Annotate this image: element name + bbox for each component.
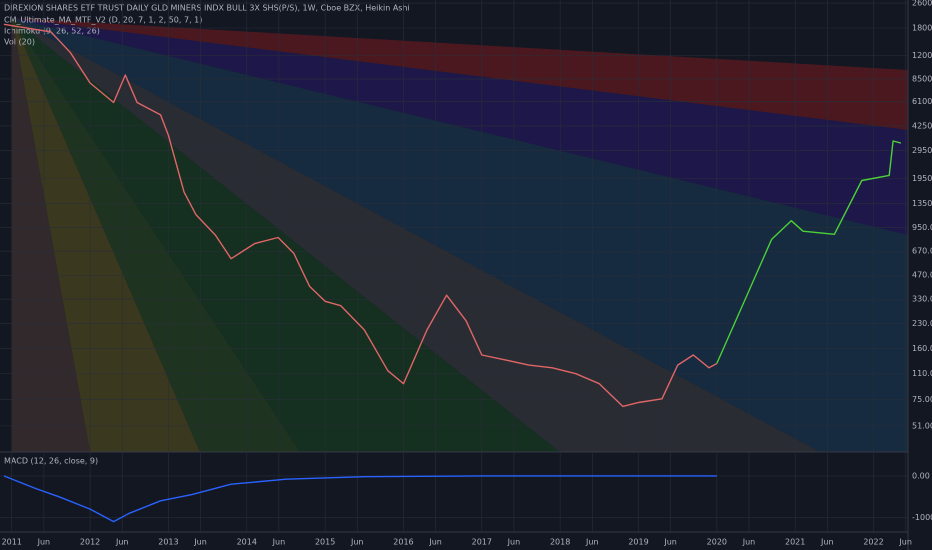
y-tick-label: -1000.00 <box>912 513 932 522</box>
fan <box>12 18 908 452</box>
y-tick-label: 470.00 <box>912 271 932 280</box>
y-tick-label: 75.00 <box>912 395 932 404</box>
indicator-label: CM_Ultimate_MA_MTF_V2 (D, 20, 7, 1, 2, 5… <box>4 16 202 25</box>
x-tick-label: 2021 <box>785 538 805 547</box>
y-tick-label: 8500.00 <box>912 74 932 83</box>
x-tick-label: Jun <box>350 538 364 547</box>
y-tick-label: 1350.00 <box>912 199 932 208</box>
fan-zone <box>12 18 908 130</box>
x-tick-label: 2011 <box>2 538 22 547</box>
x-tick-label: Jun <box>898 538 912 547</box>
chart-title: DIREXION SHARES ETF TRUST DAILY GLD MINE… <box>4 4 410 13</box>
y-tick-label: 230.00 <box>912 319 932 328</box>
x-tick-label: 2014 <box>237 538 257 547</box>
fan-zone <box>12 18 908 235</box>
x-tick-label: Jun <box>272 538 286 547</box>
x-tick-label: 2022 <box>863 538 883 547</box>
indicator-label: Ichimoku (9, 26, 52, 26) <box>4 27 100 36</box>
indicator-label: Vol (20) <box>4 38 35 47</box>
x-tick-label: Jun <box>428 538 442 547</box>
series-line <box>3 23 718 408</box>
y-tick-label: 330.00 <box>912 295 932 304</box>
y-tick-label: 0.00 <box>912 471 930 480</box>
fan-zone <box>12 18 90 452</box>
y-tick-label: 670.00 <box>912 247 932 256</box>
fan-zone <box>12 18 300 452</box>
y-tick-label: 950.00 <box>912 223 932 232</box>
y-tick-label: 160.00 <box>912 344 932 353</box>
fan-zone <box>12 18 560 452</box>
y-tick-label: 26000.00 <box>912 0 932 8</box>
y-tick-label: 2950.00 <box>912 146 932 155</box>
x-tick-label: 2018 <box>550 538 570 547</box>
series-line <box>716 140 902 364</box>
fan-zone <box>12 18 908 452</box>
x-tick-label: 2016 <box>393 538 413 547</box>
x-tick-label: 2012 <box>80 538 100 547</box>
x-tick-label: Jun <box>663 538 677 547</box>
y-tick-label: 12000.00 <box>912 51 932 60</box>
series-line <box>3 475 717 523</box>
x-tick-label: 2015 <box>315 538 335 547</box>
y-tick-label: 51.00 <box>912 421 932 430</box>
fan-zone <box>12 18 200 452</box>
x-tick-label: Jun <box>742 538 756 547</box>
x-tick-label: Jun <box>37 538 51 547</box>
x-tick-label: Jun <box>115 538 129 547</box>
y-tick-label: 18000.00 <box>912 24 932 33</box>
y-tick-label: 4250.00 <box>912 121 932 130</box>
fan-zone <box>12 18 820 452</box>
indicator-label: MACD (12, 26, close, 9) <box>4 457 98 466</box>
y-tick-label: 1950.00 <box>912 174 932 183</box>
x-tick-label: Jun <box>193 538 207 547</box>
x-tick-label: 2017 <box>472 538 492 547</box>
x-tick-label: Jun <box>507 538 521 547</box>
x-tick-label: Jun <box>820 538 834 547</box>
x-tick-label: 2013 <box>158 538 178 547</box>
x-tick-label: 2020 <box>707 538 727 547</box>
x-tick-label: 2019 <box>628 538 648 547</box>
x-tick-label: Jun <box>585 538 599 547</box>
y-tick-label: 110.00 <box>912 369 932 378</box>
y-tick-label: 6100.00 <box>912 97 932 106</box>
